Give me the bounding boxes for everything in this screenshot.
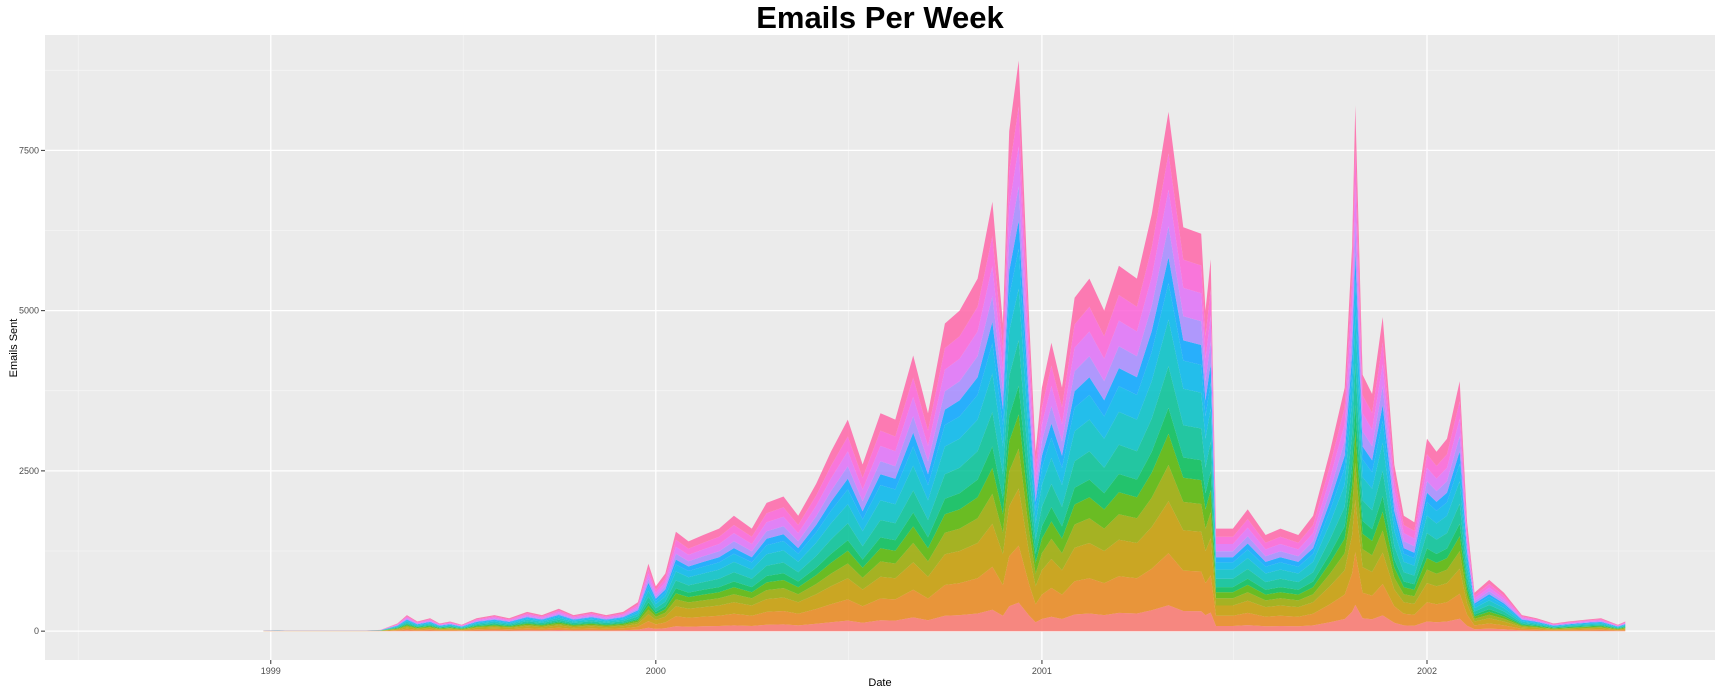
x-axis-title: Date [868,677,891,689]
area-series-layer [263,146,1626,631]
area-series-layer [263,288,1626,631]
area-series-layer [263,248,1626,631]
area-series-layer [263,545,1626,632]
x-tick-label: 2002 [1417,666,1437,676]
x-axis: 1999 2000 2001 2002 [261,660,1437,676]
area-series-layer [263,448,1626,631]
x-tick-label: 1999 [261,666,281,676]
area-series-layer [263,186,1626,631]
y-tick-label: 7500 [19,145,39,155]
area-series-layer [263,414,1626,631]
y-tick-label: 0 [34,626,39,636]
y-axis-title: Emails Sent [8,319,20,378]
area-series-layer [263,220,1626,631]
area-series-layer [263,340,1626,631]
area-series-layer [263,488,1626,632]
y-tick-label: 5000 [19,306,39,316]
x-tick-label: 2001 [1032,666,1052,676]
chart-title: Emails Per Week [756,0,1004,35]
area-series-layer [263,602,1626,632]
area-series-layer [263,60,1626,631]
stacked-area-layers [263,60,1626,632]
x-tick-label: 2000 [646,666,666,676]
area-series-layer [263,106,1626,631]
y-axis: 0 2500 5000 7500 [19,145,45,636]
area-series-layer [263,385,1626,631]
y-tick-label: 2500 [19,466,39,476]
